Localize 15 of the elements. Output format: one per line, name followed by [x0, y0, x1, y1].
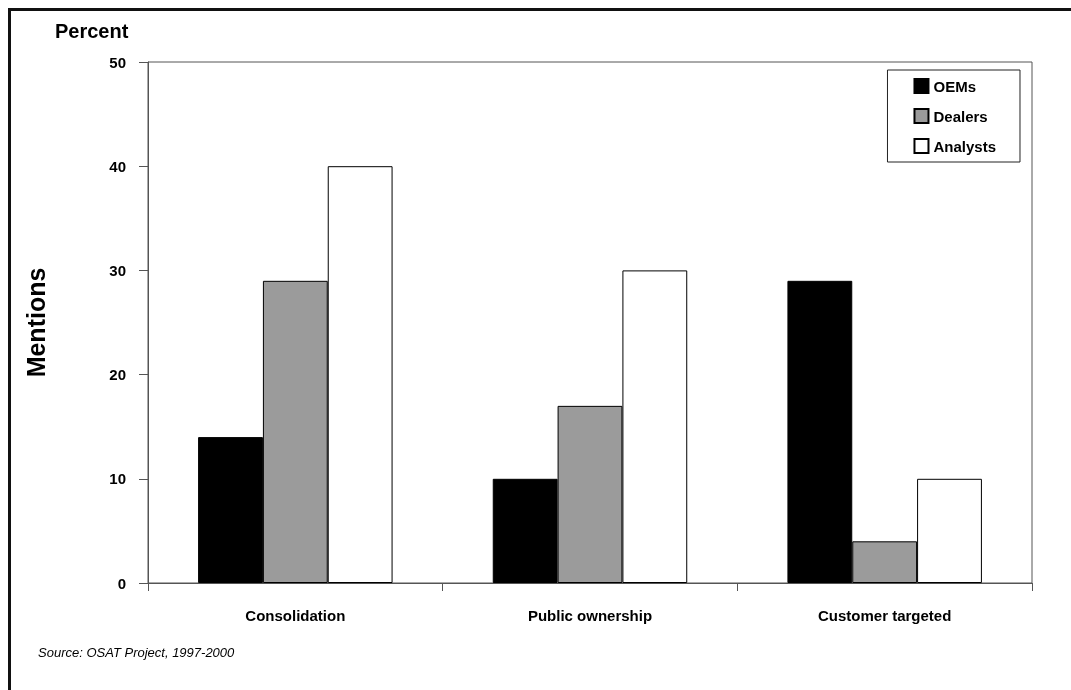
legend-label: Analysts [933, 137, 996, 155]
chart-title: Percent [55, 20, 129, 42]
y-tick-label: 30 [109, 261, 126, 279]
y-tick-label: 40 [109, 157, 126, 175]
y-axis-title: Mentions [21, 267, 50, 378]
x-tick-label: Customer targeted [817, 607, 952, 624]
y-tick-label: 0 [117, 574, 126, 592]
y-tick-label: 20 [109, 366, 126, 384]
legend-label: OEMs [933, 77, 976, 95]
legend-label: Dealers [933, 107, 988, 125]
y-tick-label: 10 [109, 470, 126, 488]
y-tick-label: 50 [109, 53, 126, 71]
x-tick-label: Public ownership [527, 607, 653, 624]
x-tick-label: Consolidation [245, 607, 346, 624]
source-note: Source: OSAT Project, 1997-2000 [38, 645, 236, 660]
